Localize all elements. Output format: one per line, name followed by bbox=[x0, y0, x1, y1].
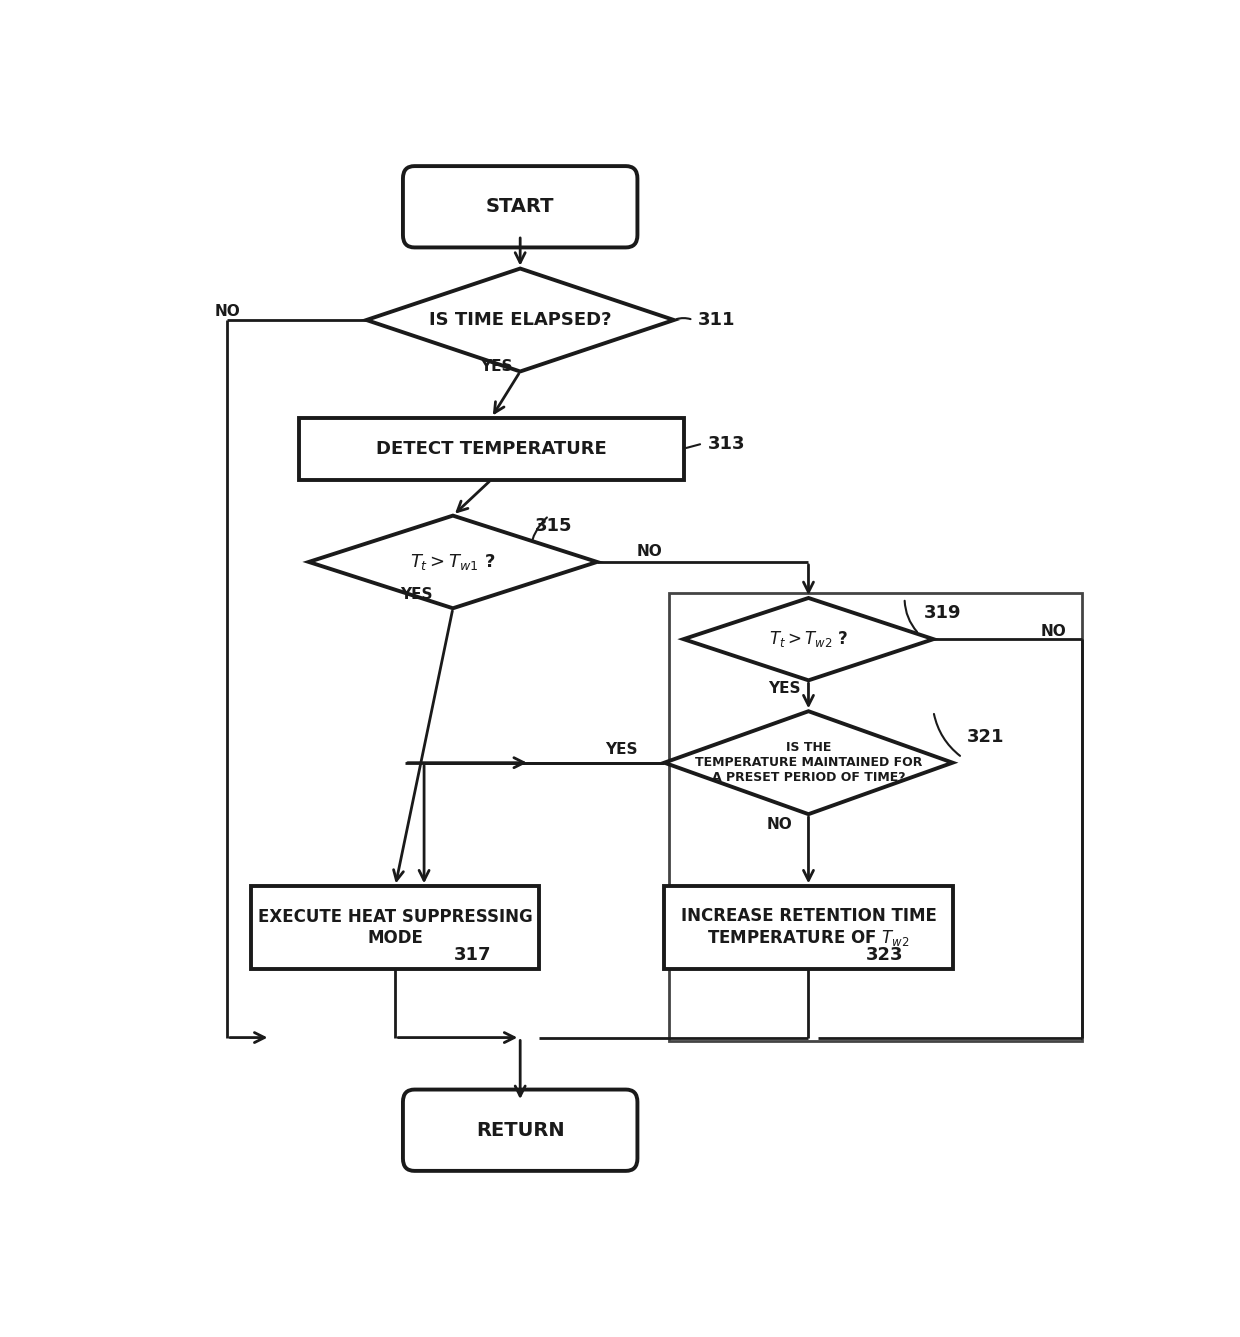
FancyBboxPatch shape bbox=[403, 166, 637, 247]
Text: NO: NO bbox=[637, 544, 663, 559]
Text: YES: YES bbox=[605, 742, 637, 757]
Polygon shape bbox=[683, 598, 934, 681]
Text: YES: YES bbox=[480, 358, 512, 374]
Text: IS TIME ELAPSED?: IS TIME ELAPSED? bbox=[429, 312, 611, 329]
Bar bbox=[299, 418, 683, 480]
Text: INCREASE RETENTION TIME
TEMPERATURE OF $T_{w2}$: INCREASE RETENTION TIME TEMPERATURE OF $… bbox=[681, 906, 936, 948]
Polygon shape bbox=[665, 711, 952, 814]
Text: 321: 321 bbox=[967, 727, 1004, 746]
Text: 317: 317 bbox=[454, 947, 491, 964]
Text: $T_t > T_{w1}$ ?: $T_t > T_{w1}$ ? bbox=[410, 552, 496, 572]
Bar bbox=[670, 592, 1083, 1040]
Text: START: START bbox=[486, 198, 554, 217]
Text: NO: NO bbox=[766, 817, 792, 832]
Text: 319: 319 bbox=[924, 604, 961, 623]
Text: NO: NO bbox=[1040, 624, 1066, 639]
Text: EXECUTE HEAT SUPPRESSING
MODE: EXECUTE HEAT SUPPRESSING MODE bbox=[258, 908, 533, 947]
Text: $T_t > T_{w2}$ ?: $T_t > T_{w2}$ ? bbox=[769, 630, 848, 650]
FancyBboxPatch shape bbox=[403, 1090, 637, 1171]
Text: 313: 313 bbox=[708, 435, 745, 452]
Text: YES: YES bbox=[769, 681, 801, 697]
Polygon shape bbox=[367, 269, 675, 372]
Text: 311: 311 bbox=[698, 312, 735, 329]
Polygon shape bbox=[309, 516, 596, 608]
Text: 323: 323 bbox=[866, 947, 904, 964]
Bar bbox=[250, 886, 539, 968]
Text: NO: NO bbox=[215, 305, 241, 320]
Text: RETURN: RETURN bbox=[476, 1120, 564, 1139]
Text: IS THE
TEMPERATURE MAINTAINED FOR
A PRESET PERIOD OF TIME?: IS THE TEMPERATURE MAINTAINED FOR A PRES… bbox=[694, 741, 923, 785]
Text: 315: 315 bbox=[534, 517, 572, 535]
Text: YES: YES bbox=[401, 587, 433, 603]
Text: DETECT TEMPERATURE: DETECT TEMPERATURE bbox=[376, 440, 606, 457]
Bar bbox=[665, 886, 952, 968]
